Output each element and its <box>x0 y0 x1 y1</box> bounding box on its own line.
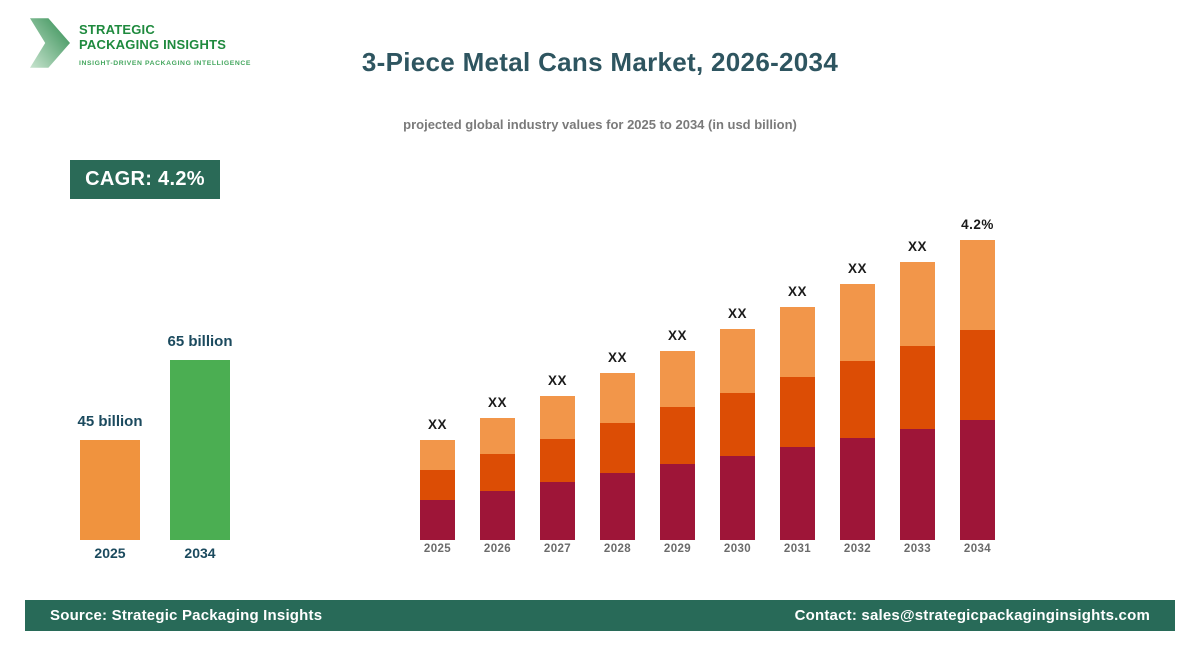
bar-group-2025: XX 2025 <box>420 417 455 555</box>
bar-value-label: XX <box>607 350 628 365</box>
bar-year-label: 2025 <box>423 543 452 555</box>
cagr-badge: CAGR: 4.2% <box>70 160 220 199</box>
bar-segment-bottom-segment <box>720 456 755 540</box>
bar-group-2033: XX 2033 <box>900 239 935 555</box>
bar-value-label: XX <box>907 239 928 254</box>
bar-group-2030: XX 2030 <box>720 306 755 555</box>
bar-segment-top-segment <box>960 240 995 330</box>
bar-segment-top-segment <box>840 284 875 361</box>
mini-bar-group-2025: 45 billion 2025 <box>77 413 143 561</box>
bar-segment-bottom-segment <box>600 473 635 540</box>
footer-source-text: Source: Strategic Packaging Insights <box>50 607 323 624</box>
bar-year-label: 2029 <box>663 543 692 555</box>
bar-year-label: 2030 <box>723 543 752 555</box>
bar-segment-middle-segment <box>900 346 935 429</box>
bar-segment-bottom-segment <box>420 500 455 540</box>
bar-group-2034: 4.2% 2034 <box>960 217 995 555</box>
bar-group-2027: XX 2027 <box>540 373 575 555</box>
page-subtitle: projected global industry values for 202… <box>403 117 797 132</box>
bar-segment-bottom-segment <box>480 491 515 540</box>
bar-segment-top-segment <box>660 351 695 407</box>
stacked-bar-chart: XX 2025 XX 2026 XX 2027 XX 2028 XX 2029 XX 2030 XX 20… <box>420 0 995 555</box>
bar-value-label: XX <box>727 306 748 321</box>
bar-segment-middle-segment <box>660 407 695 464</box>
bar-segment-middle-segment <box>780 377 815 447</box>
bar-value-label: XX <box>487 395 508 410</box>
bar-segment-middle-segment <box>600 423 635 473</box>
logo-line-1: STRATEGIC <box>79 22 155 37</box>
mini-bar-value-label: 65 billion <box>167 333 233 350</box>
bar-segment-bottom-segment <box>960 420 995 540</box>
bar-year-label: 2027 <box>543 543 572 555</box>
bar-group-2028: XX 2028 <box>600 350 635 555</box>
bar-value-label: XX <box>787 284 808 299</box>
bar-segment-top-segment <box>600 373 635 423</box>
bar-group-2032: XX 2032 <box>840 261 875 555</box>
market-size-mini-chart: 45 billion 2025 65 billion 2034 <box>77 325 233 561</box>
bar-value-label: 4.2% <box>961 217 994 232</box>
bar-year-label: 2031 <box>783 543 812 555</box>
bar-year-label: 2028 <box>603 543 632 555</box>
bar-segment-top-segment <box>780 307 815 377</box>
logo-line-2: PACKAGING INSIGHTS <box>79 36 227 52</box>
bar-group-2029: XX 2029 <box>660 328 695 555</box>
logo-text: STRATEGIC PACKAGING INSIGHTS INSIGHT-DRI… <box>79 12 251 67</box>
footer-bar: Source: Strategic Packaging Insights Con… <box>25 600 1175 631</box>
bar-segment-top-segment <box>420 440 455 470</box>
bar-segment-middle-segment <box>420 470 455 500</box>
bar-value-label: XX <box>547 373 568 388</box>
bar-value-label: XX <box>667 328 688 343</box>
bar-value-label: XX <box>847 261 868 276</box>
company-logo: STRATEGIC PACKAGING INSIGHTS INSIGHT-DRI… <box>30 12 251 74</box>
bar-year-label: 2034 <box>963 543 992 555</box>
mini-bar-year-label: 2025 <box>94 545 126 561</box>
bar-segment-bottom-segment <box>660 464 695 540</box>
bar-group-2031: XX 2031 <box>780 284 815 555</box>
bar-segment-bottom-segment <box>900 429 935 540</box>
bar-segment-middle-segment <box>720 393 755 456</box>
chevron-arrow-icon <box>30 18 70 68</box>
bar-year-label: 2026 <box>483 543 512 555</box>
bar-segment-bottom-segment <box>540 482 575 540</box>
bar-year-label: 2033 <box>903 543 932 555</box>
bar-group-2026: XX 2026 <box>480 395 515 555</box>
bar-segment-bottom-segment <box>780 447 815 540</box>
bar-segment-middle-segment <box>540 439 575 482</box>
footer-contact-text: Contact: sales@strategicpackaginginsight… <box>794 607 1150 624</box>
page-title: 3-Piece Metal Cans Market, 2026-2034 <box>361 47 839 77</box>
bar-segment-top-segment <box>900 262 935 346</box>
bar-segment-middle-segment <box>480 454 515 491</box>
bar-segment-middle-segment <box>840 361 875 438</box>
mini-bar-2025 <box>80 440 140 540</box>
mini-bar-year-label: 2034 <box>184 545 216 561</box>
mini-bar-group-2034: 65 billion 2034 <box>167 333 233 561</box>
bar-segment-top-segment <box>540 396 575 439</box>
bar-segment-bottom-segment <box>840 438 875 540</box>
bar-segment-middle-segment <box>960 330 995 420</box>
bar-value-label: XX <box>427 417 448 432</box>
bar-segment-top-segment <box>720 329 755 393</box>
logo-tagline: INSIGHT-DRIVEN PACKAGING INTELLIGENCE <box>79 60 251 68</box>
mini-bar-2034 <box>170 360 230 540</box>
mini-bar-value-label: 45 billion <box>77 413 143 430</box>
bar-segment-top-segment <box>480 418 515 454</box>
bar-year-label: 2032 <box>843 543 872 555</box>
